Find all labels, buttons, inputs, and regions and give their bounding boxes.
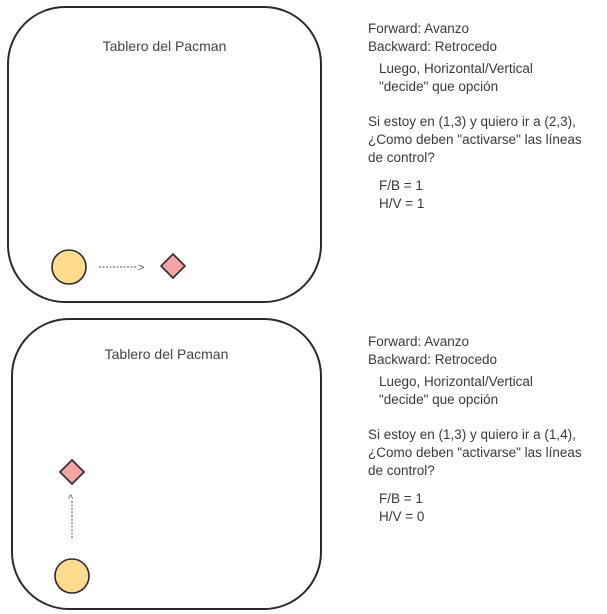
luego-text-2: "decide" que opción xyxy=(379,79,499,94)
luego-text-2: "decide" que opción xyxy=(379,392,499,407)
backward-text: Backward: Retrocedo xyxy=(368,352,498,367)
arrow-head-glyph: > xyxy=(138,262,144,274)
board-title: Tablero del Pacman xyxy=(102,38,227,54)
board-1-drawing: > xyxy=(51,249,187,285)
question-text-1: Si estoy en (1,3) y quiero ir a (1,4), xyxy=(368,427,576,442)
luego-text-1: Luego, Horizontal/Vertical xyxy=(379,61,533,76)
arrow-head-glyph: ^ xyxy=(68,493,74,505)
target-diamond-icon xyxy=(58,458,86,486)
pacman-icon xyxy=(51,249,87,285)
hv-value: H/V = 1 xyxy=(379,196,425,211)
notes-panel-2: Forward: Avanzo Backward: Retrocedo Lueg… xyxy=(368,333,582,526)
backward-text: Backward: Retrocedo xyxy=(368,39,498,54)
question-text-3: de control? xyxy=(368,463,435,478)
forward-text: Forward: Avanzo xyxy=(368,334,470,349)
board-2-drawing: ^ xyxy=(54,458,90,594)
fb-value: F/B = 1 xyxy=(379,178,423,193)
hv-value: H/V = 0 xyxy=(379,509,425,524)
question-text-2: ¿Como deben "activarse" las líneas xyxy=(368,445,582,460)
pacman-board-1: Tablero del Pacman > xyxy=(7,6,322,303)
target-diamond-icon xyxy=(159,252,187,280)
board-title: Tablero del Pacman xyxy=(104,346,229,362)
question-text-1: Si estoy en (1,3) y quiero ir a (2,3), xyxy=(368,114,576,129)
notes-panel-1: Forward: Avanzo Backward: Retrocedo Lueg… xyxy=(368,20,582,213)
question-text-2: ¿Como deben "activarse" las líneas xyxy=(368,132,582,147)
pacman-icon xyxy=(54,558,90,594)
question-text-3: de control? xyxy=(368,150,435,165)
fb-value: F/B = 1 xyxy=(379,491,423,506)
forward-text: Forward: Avanzo xyxy=(368,21,470,36)
luego-text-1: Luego, Horizontal/Vertical xyxy=(379,374,533,389)
pacman-board-2: Tablero del Pacman ^ xyxy=(11,318,322,610)
